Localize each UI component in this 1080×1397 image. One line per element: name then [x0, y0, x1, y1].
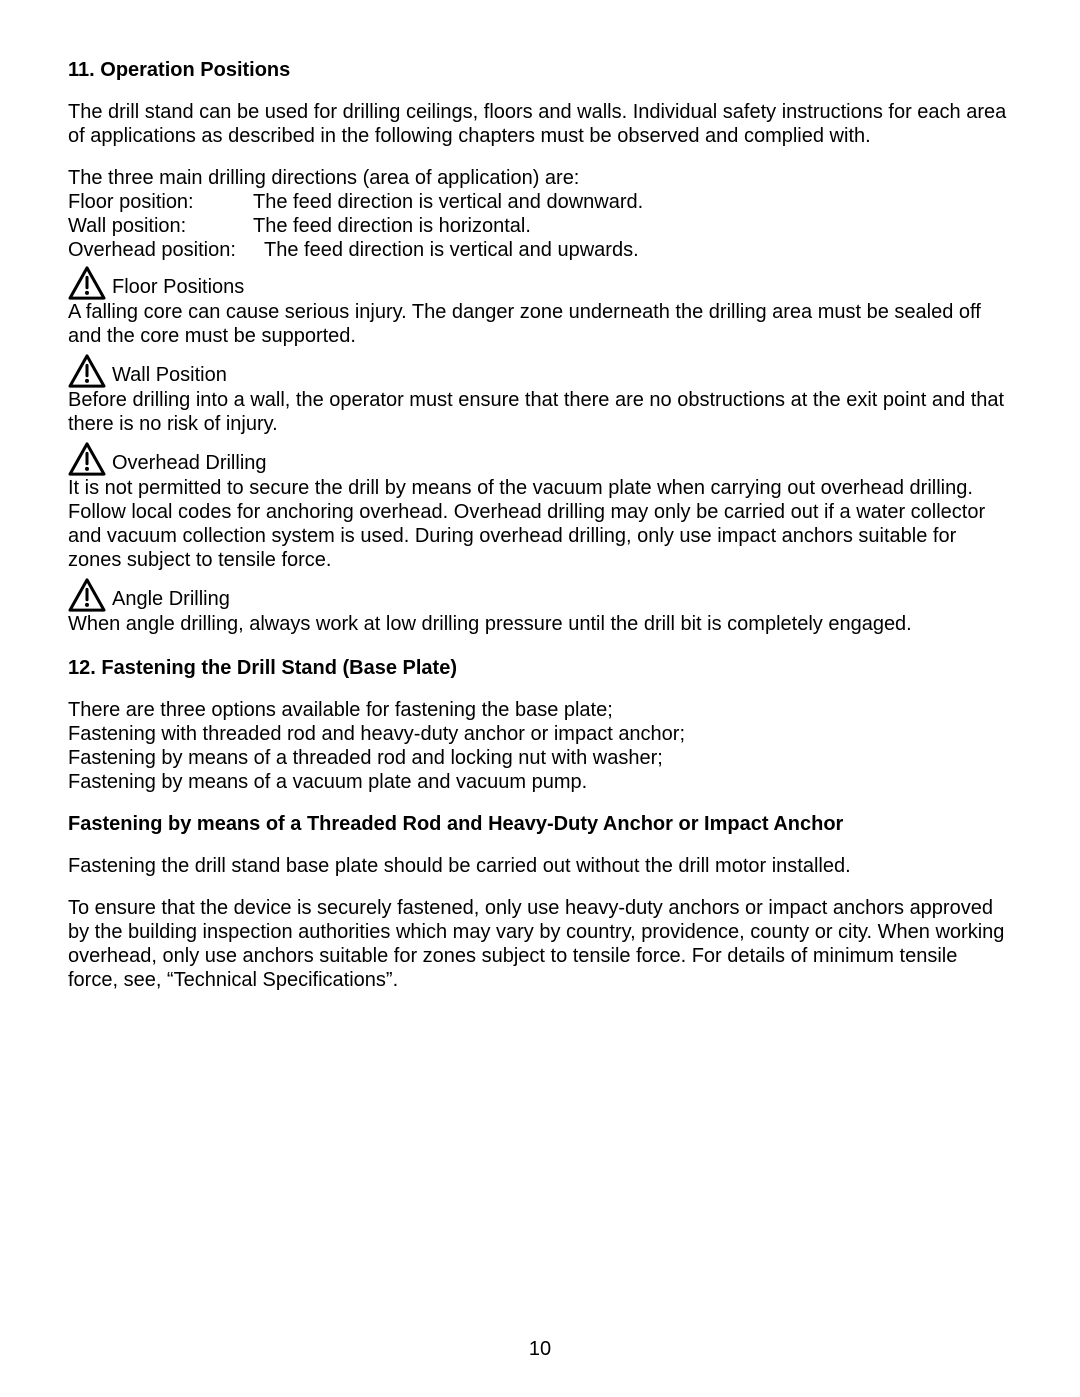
position-label: Wall position: [68, 214, 253, 238]
section-12-heading: 12. Fastening the Drill Stand (Base Plat… [68, 656, 1012, 680]
position-label: Floor position: [68, 190, 253, 214]
warning-floor: Floor Positions [68, 266, 1012, 300]
warning-title: Wall Position [112, 363, 227, 388]
warning-angle: Angle Drilling [68, 578, 1012, 612]
position-text: The feed direction is vertical and downw… [253, 190, 643, 214]
warning-icon [68, 266, 106, 300]
warning-icon [68, 354, 106, 388]
warning-wall: Wall Position [68, 354, 1012, 388]
warning-title: Floor Positions [112, 275, 244, 300]
fastening-option-3: Fastening by means of a vacuum plate and… [68, 770, 1012, 794]
position-text: The feed direction is vertical and upwar… [264, 238, 639, 262]
fastening-options-intro: There are three options available for fa… [68, 698, 1012, 722]
position-text: The feed direction is horizontal. [253, 214, 531, 238]
section-12-subheading: Fastening by means of a Threaded Rod and… [68, 812, 1012, 836]
position-row-wall: Wall position: The feed direction is hor… [68, 214, 1012, 238]
warning-body: A falling core can cause serious injury.… [68, 300, 1012, 348]
section-12-body-2: To ensure that the device is securely fa… [68, 896, 1012, 992]
warning-overhead: Overhead Drilling [68, 442, 1012, 476]
directions-intro: The three main drilling directions (area… [68, 166, 1012, 190]
page-number: 10 [0, 1337, 1080, 1361]
fastening-option-2: Fastening by means of a threaded rod and… [68, 746, 1012, 770]
position-label: Overhead position: [68, 238, 264, 262]
section-12-body-1: Fastening the drill stand base plate sho… [68, 854, 1012, 878]
section-11-intro: The drill stand can be used for drilling… [68, 100, 1012, 148]
position-row-floor: Floor position: The feed direction is ve… [68, 190, 1012, 214]
warning-body: It is not permitted to secure the drill … [68, 476, 1012, 572]
warning-body: Before drilling into a wall, the operato… [68, 388, 1012, 436]
warning-icon [68, 442, 106, 476]
document-page: 11. Operation Positions The drill stand … [0, 0, 1080, 1397]
position-row-overhead: Overhead position: The feed direction is… [68, 238, 1012, 262]
fastening-option-1: Fastening with threaded rod and heavy-du… [68, 722, 1012, 746]
warning-body: When angle drilling, always work at low … [68, 612, 1012, 636]
warning-title: Angle Drilling [112, 587, 230, 612]
warning-title: Overhead Drilling [112, 451, 267, 476]
positions-table: Floor position: The feed direction is ve… [68, 190, 1012, 262]
warning-icon [68, 578, 106, 612]
section-11-heading: 11. Operation Positions [68, 58, 1012, 82]
